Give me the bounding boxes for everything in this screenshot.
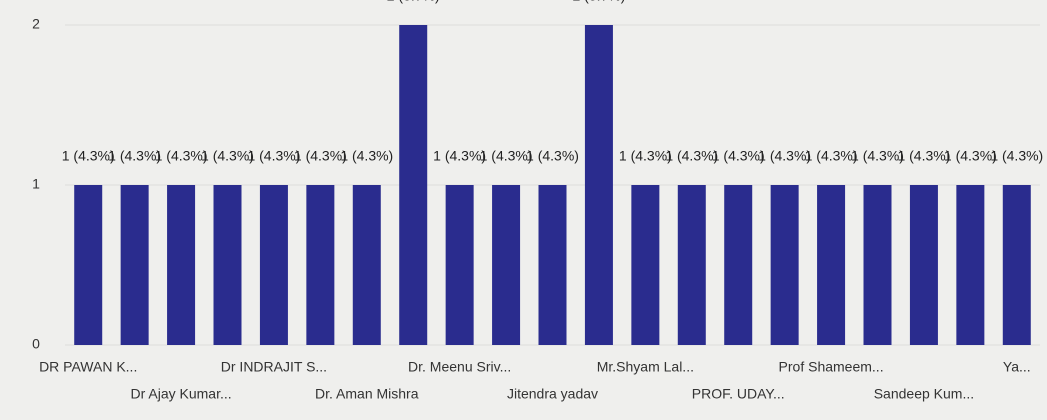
bar [120, 185, 149, 345]
value-label: 1 (4.3%) [294, 148, 347, 164]
bar [1002, 185, 1031, 345]
value-label: 1 (4.3%) [433, 148, 486, 164]
value-label: 1 (4.3%) [526, 148, 579, 164]
value-label: 1 (4.3%) [897, 148, 950, 164]
bar [538, 185, 567, 345]
bar [213, 185, 242, 345]
bar [863, 185, 892, 345]
value-label: 1 (4.3%) [665, 148, 718, 164]
x-tick-label: Ya... [1003, 359, 1031, 375]
x-tick-label: Jitendra yadav [507, 386, 598, 402]
x-tick-label: Dr Ajay Kumar... [130, 386, 231, 402]
y-tick-label: 2 [32, 16, 40, 32]
bar [677, 185, 706, 345]
value-label: 1 (4.3%) [619, 148, 672, 164]
bar [399, 25, 428, 345]
bar [167, 185, 196, 345]
x-tick-label: Dr. Meenu Sriv... [408, 359, 511, 375]
x-tick-label: Mr.Shyam Lal... [597, 359, 694, 375]
bar [770, 185, 799, 345]
value-label: 2 (8.7%) [572, 0, 625, 4]
x-tick-label: Dr. Aman Mishra [315, 386, 419, 402]
value-label: 1 (4.3%) [712, 148, 765, 164]
bar [909, 185, 938, 345]
bar [445, 185, 474, 345]
value-label: 1 (4.3%) [480, 148, 533, 164]
bar [956, 185, 985, 345]
y-tick-label: 0 [32, 336, 40, 352]
bar [259, 185, 288, 345]
value-label: 1 (4.3%) [62, 148, 115, 164]
value-label: 1 (4.3%) [805, 148, 858, 164]
x-tick-label: DR PAWAN K... [39, 359, 137, 375]
value-label: 1 (4.3%) [758, 148, 811, 164]
bar [492, 185, 521, 345]
value-label: 1 (4.3%) [944, 148, 997, 164]
bar [724, 185, 753, 345]
bar [631, 185, 660, 345]
value-label: 1 (4.3%) [340, 148, 393, 164]
y-tick-label: 1 [32, 176, 40, 192]
x-tick-label: Prof Shameem... [779, 359, 884, 375]
x-tick-label: Sandeep Kum... [874, 386, 974, 402]
x-tick-label: Dr INDRAJIT S... [221, 359, 327, 375]
value-label: 1 (4.3%) [108, 148, 161, 164]
bar [352, 185, 381, 345]
bar [817, 185, 846, 345]
bar [306, 185, 335, 345]
bar [74, 185, 103, 345]
value-label: 1 (4.3%) [155, 148, 208, 164]
x-tick-label: PROF. UDAY... [692, 386, 785, 402]
value-label: 1 (4.3%) [247, 148, 300, 164]
bar [584, 25, 613, 345]
value-label: 2 (8.7%) [387, 0, 440, 4]
value-label: 1 (4.3%) [990, 148, 1043, 164]
value-label: 1 (4.3%) [851, 148, 904, 164]
value-label: 1 (4.3%) [201, 148, 254, 164]
